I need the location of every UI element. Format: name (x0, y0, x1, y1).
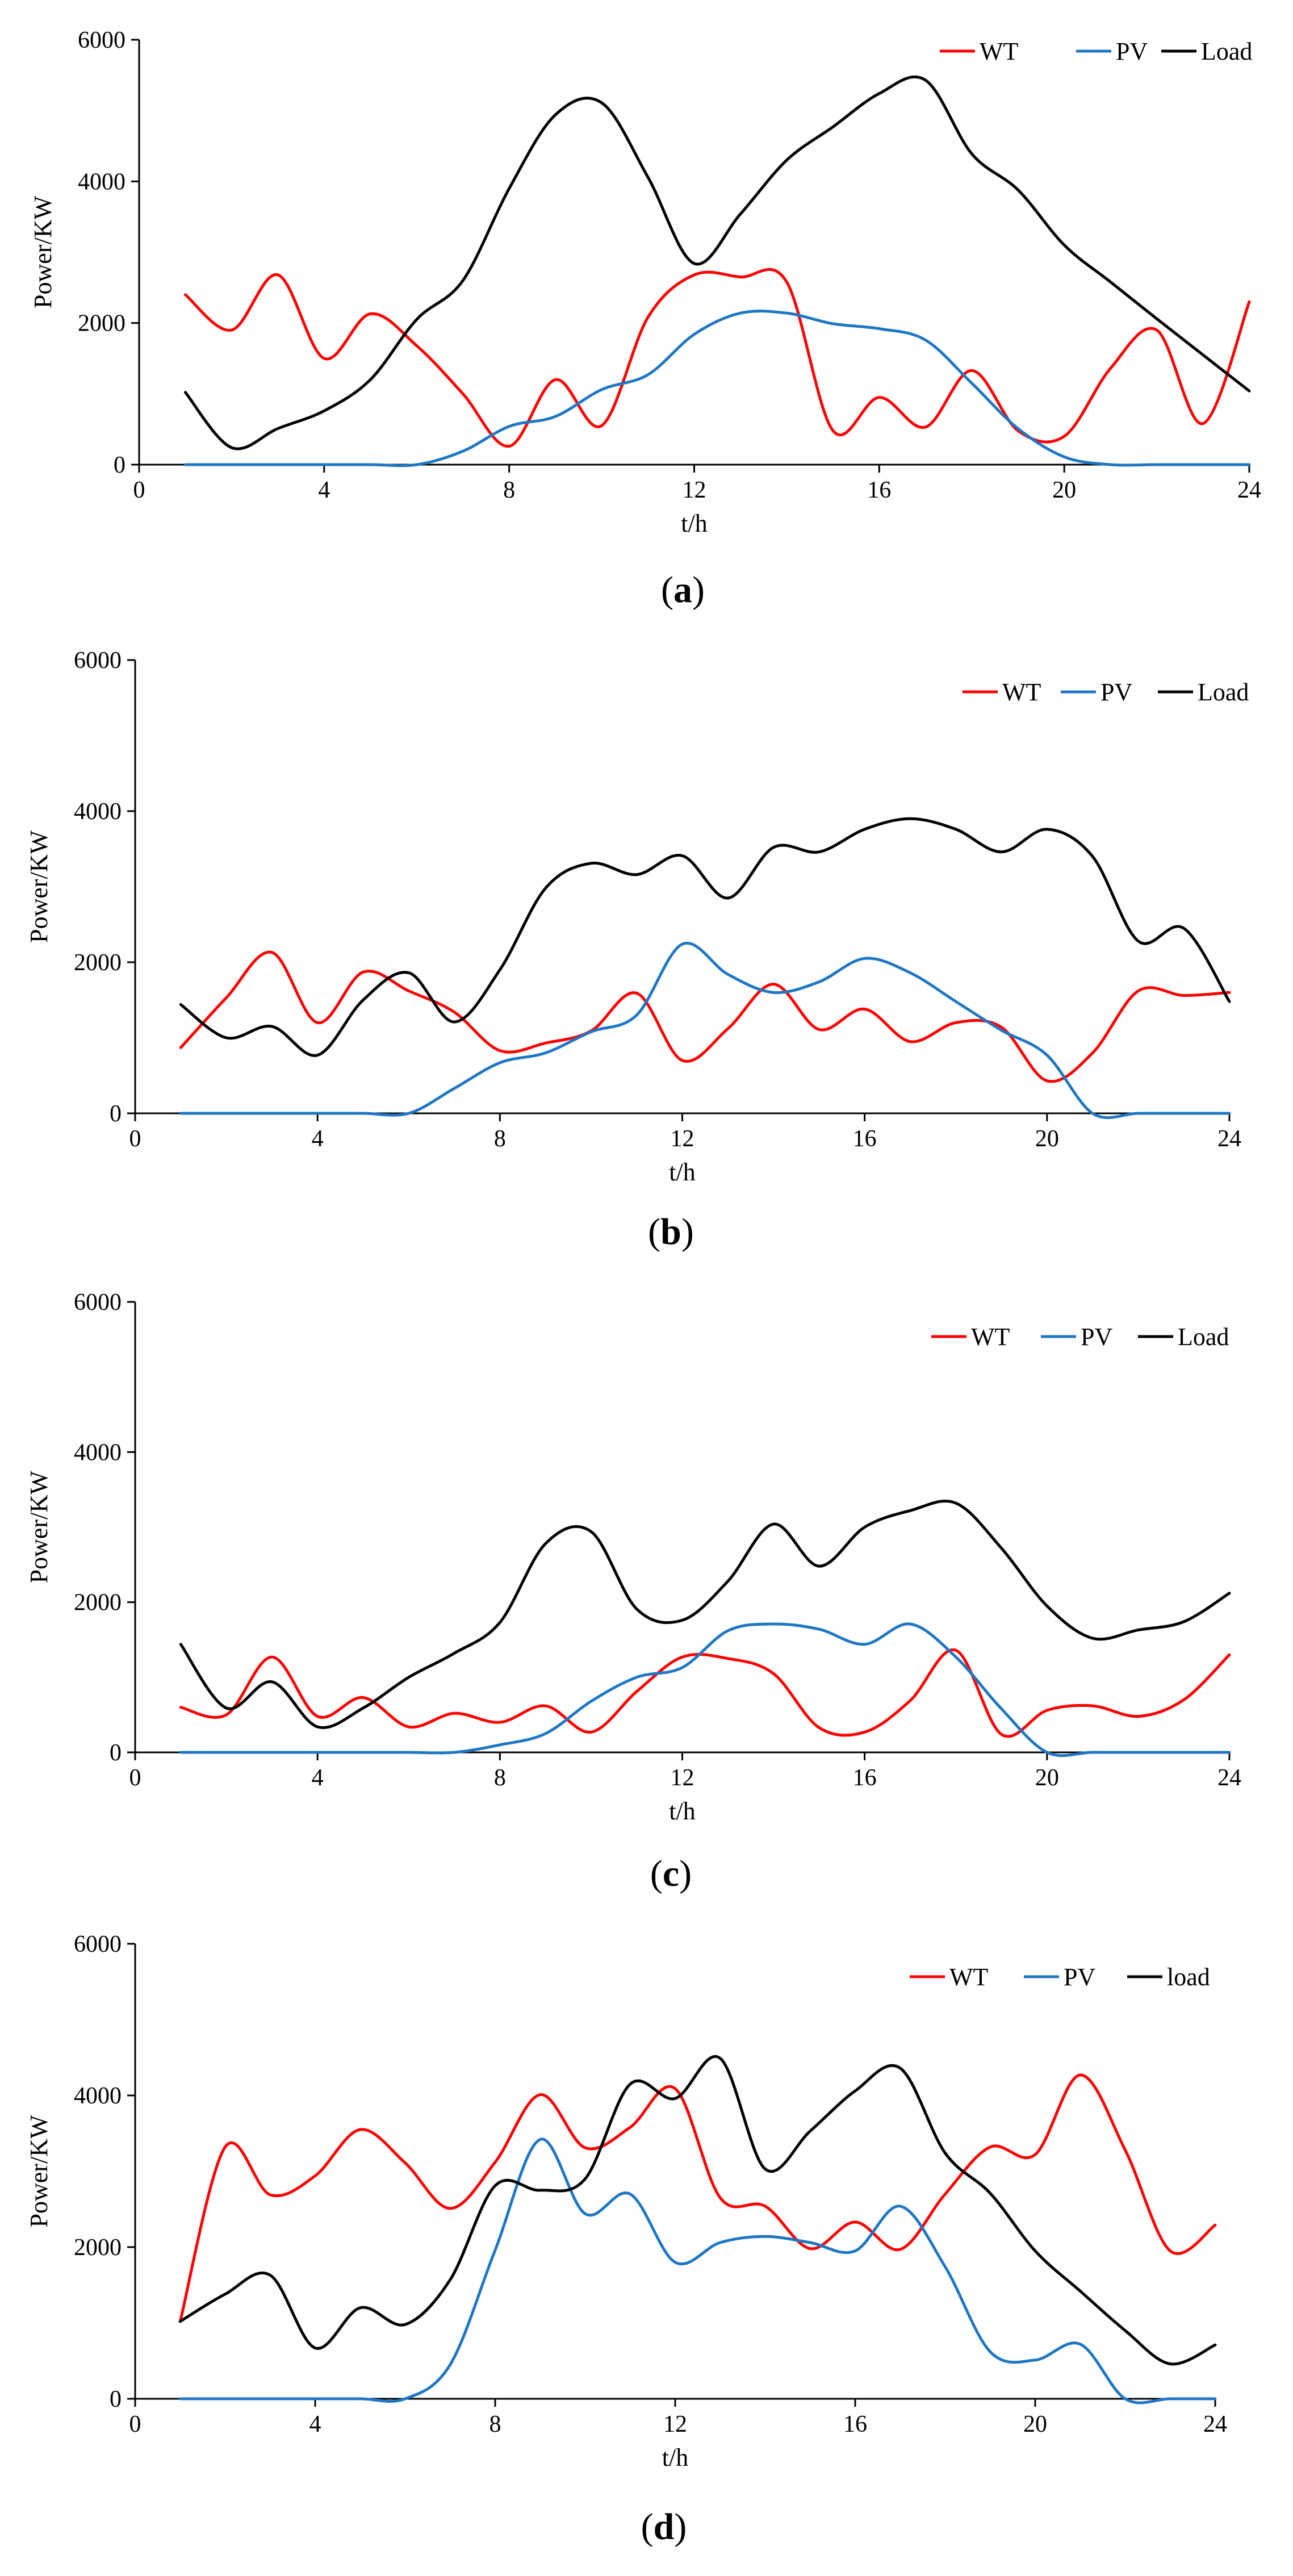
x-tick-label: 16 (843, 2411, 867, 2437)
chart-panel-a: 0 2000 4000 6000 0 4 8 12 16 20 24 t/h Power/KW WT PV L… (29, 27, 1261, 611)
y-tick-label: 4000 (74, 799, 122, 825)
y-tick-label: 2000 (78, 311, 125, 337)
chart-panel-c: 0 2000 4000 6000 0 4 8 12 16 20 24 t/h Power/KW WT PV L… (25, 1289, 1241, 1894)
y-tick-label: 2000 (74, 1590, 122, 1616)
legend-label-wt: WT (971, 1323, 1010, 1351)
legend-label-wt: WT (949, 1963, 989, 1991)
x-tick-label: 20 (1052, 477, 1076, 503)
x-axis-label: t/h (681, 510, 707, 537)
series-line-pv (184, 310, 1251, 467)
y-axis-label: Power/KW (29, 196, 57, 308)
y-tick-label: 6000 (74, 648, 122, 674)
x-tick-label: 0 (129, 1765, 141, 1791)
x-tick-label: 12 (671, 1126, 694, 1152)
x-tick-label: 4 (312, 1126, 324, 1152)
y-tick-label: 4000 (74, 1439, 122, 1466)
y-axis-label: Power/KW (25, 1471, 53, 1583)
series-line-pv (178, 2137, 1217, 2404)
chart-panel-b: 0 2000 4000 6000 0 4 8 12 16 20 24 t/h Power/KW WT PV L… (25, 648, 1249, 1252)
series-line-wt (184, 268, 1251, 448)
x-tick-label: 4 (318, 477, 330, 503)
legend-label-pv: PV (1100, 678, 1132, 706)
legend: WT PV Load (963, 678, 1249, 706)
y-axis-label: Power/KW (25, 2115, 53, 2227)
y-tick-label: 6000 (74, 1931, 122, 1957)
x-tick-label: 8 (503, 477, 515, 503)
x-tick-label: 4 (312, 1765, 324, 1791)
x-tick-label: 12 (663, 2411, 687, 2437)
series-line-pv (179, 941, 1231, 1120)
y-tick-label: 0 (114, 452, 125, 478)
legend-label-pv: PV (1116, 37, 1148, 65)
legend-label-load: load (1167, 1963, 1210, 1991)
series-line-wt (178, 2073, 1217, 2323)
panel-caption: (b) (648, 1211, 694, 1252)
x-tick-label: 16 (853, 1765, 877, 1791)
legend: WT PV Load (931, 1323, 1229, 1351)
y-tick-label: 0 (110, 2386, 122, 2412)
x-tick-label: 4 (309, 2411, 321, 2437)
x-tick-label: 24 (1237, 477, 1261, 503)
legend-label-load: Load (1198, 678, 1249, 706)
x-tick-label: 0 (129, 1126, 141, 1152)
series-line-load (178, 2055, 1217, 2366)
series-line-wt (179, 950, 1231, 1083)
x-axis-label: t/h (662, 2444, 688, 2471)
series-line-wt (179, 1648, 1231, 1738)
x-tick-label: 24 (1203, 2411, 1227, 2437)
x-axis-label: t/h (669, 1158, 695, 1186)
series-line-load (179, 1500, 1231, 1729)
y-tick-label: 6000 (78, 27, 125, 53)
y-tick-label: 2000 (74, 2235, 122, 2261)
x-tick-label: 0 (133, 477, 145, 503)
series-line-load (179, 817, 1231, 1057)
x-tick-label: 20 (1023, 2411, 1047, 2437)
legend-label-wt: WT (980, 37, 1019, 65)
legend: WT PV Load (940, 37, 1252, 65)
y-tick-label: 4000 (78, 169, 125, 195)
legend-label-load: Load (1178, 1323, 1229, 1351)
x-tick-label: 8 (489, 2411, 501, 2437)
x-tick-label: 24 (1217, 1765, 1241, 1791)
legend-label-pv: PV (1064, 1963, 1095, 1991)
x-tick-label: 24 (1217, 1126, 1241, 1152)
legend-label-pv: PV (1081, 1323, 1112, 1351)
y-axis-label: Power/KW (25, 830, 53, 943)
y-tick-label: 2000 (74, 950, 122, 976)
series-line-pv (179, 1622, 1231, 1757)
x-tick-label: 20 (1035, 1126, 1059, 1152)
panel-caption: (d) (641, 2506, 687, 2548)
x-tick-label: 8 (494, 1765, 506, 1791)
x-tick-label: 12 (683, 477, 706, 503)
y-tick-label: 6000 (74, 1289, 122, 1316)
legend: WT PV load (910, 1963, 1210, 1991)
panel-caption: (a) (661, 569, 705, 611)
x-tick-label: 16 (853, 1126, 877, 1152)
legend-label-wt: WT (1002, 678, 1041, 706)
x-tick-label: 20 (1035, 1765, 1059, 1791)
series-line-load (184, 76, 1251, 450)
x-axis-label: t/h (669, 1797, 695, 1825)
x-tick-label: 8 (494, 1126, 506, 1152)
chart-panel-d: 0 2000 4000 6000 0 4 8 12 16 20 24 t/h Power/KW WT PV l… (25, 1931, 1227, 2548)
y-tick-label: 0 (110, 1740, 122, 1766)
y-tick-label: 0 (110, 1101, 122, 1127)
legend-label-load: Load (1201, 37, 1252, 65)
y-tick-label: 4000 (74, 2083, 122, 2109)
x-tick-label: 16 (867, 477, 891, 503)
panel-caption: (c) (650, 1853, 692, 1894)
x-tick-label: 0 (129, 2411, 141, 2437)
x-tick-label: 12 (671, 1765, 694, 1791)
